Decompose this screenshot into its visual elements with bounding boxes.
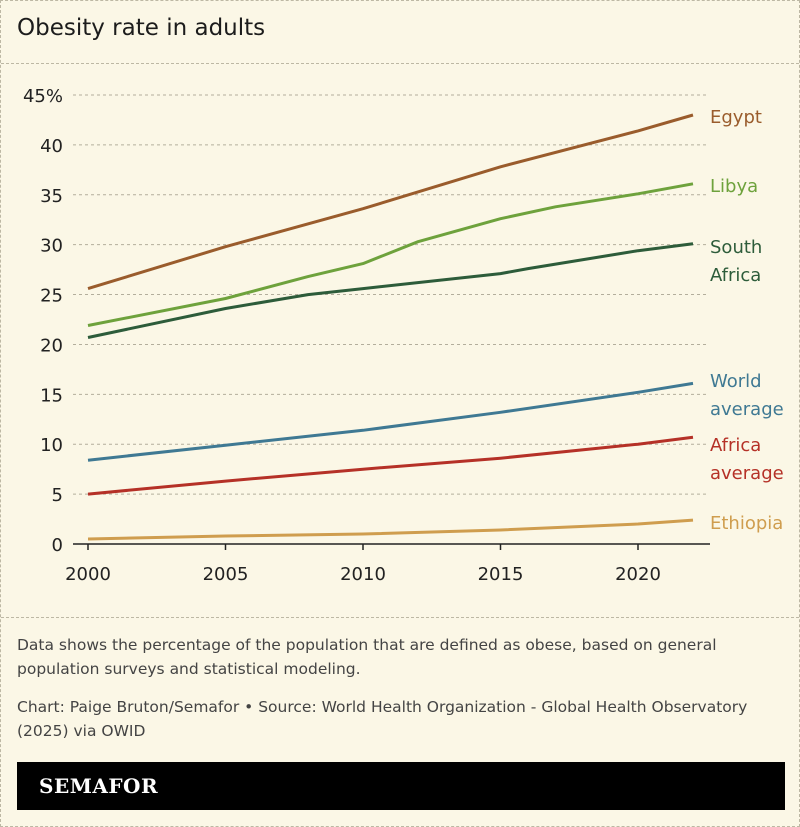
x-tick-label: 2000 <box>65 564 111 585</box>
chart-title: Obesity rate in adults <box>17 15 266 41</box>
x-tick-label: 2020 <box>615 564 661 585</box>
x-tick-label: 2010 <box>340 564 386 585</box>
series-line-south-africa <box>87 242 694 339</box>
y-tick-label: 5 <box>52 485 63 506</box>
series-label: average <box>710 399 784 420</box>
line-chart: 0 5 10 15 20 25 30 35 40 45% 2000 2005 2010 2015 2020 E… <box>23 86 784 585</box>
series-label: Egypt <box>710 107 762 128</box>
divider <box>1 617 799 618</box>
brand-bar: SEMAFOR <box>17 762 785 810</box>
x-tick-label: 2005 <box>203 564 249 585</box>
y-tick-label: 45% <box>23 86 63 107</box>
series-label: Africa <box>710 265 761 286</box>
y-tick-label: 20 <box>40 335 63 356</box>
series-label: average <box>710 463 784 484</box>
series-line-egypt <box>87 113 694 291</box>
series-line-ethiopia <box>87 518 694 541</box>
series-line-libya <box>87 182 694 327</box>
y-tick-label: 0 <box>52 535 63 556</box>
series-line-world-average <box>87 381 694 462</box>
x-tick-label: 2015 <box>478 564 524 585</box>
semafor-logo: SEMAFOR <box>39 774 159 798</box>
divider <box>1 63 799 64</box>
series-label: South <box>710 237 762 258</box>
y-tick-label: 25 <box>40 286 63 307</box>
series-label: Africa <box>710 435 761 456</box>
y-tick-label: 30 <box>40 236 63 257</box>
y-tick-label: 15 <box>40 385 63 406</box>
y-tick-label: 35 <box>40 186 63 207</box>
series-label: World <box>710 371 762 392</box>
chart-note: Data shows the percentage of the populat… <box>17 636 717 678</box>
series-line-africa-average <box>87 435 694 496</box>
y-tick-label: 40 <box>40 136 63 157</box>
y-tick-label: 10 <box>40 435 63 456</box>
series-label: Libya <box>710 176 758 197</box>
chart-credit: Chart: Paige Bruton/Semafor • Source: Wo… <box>17 698 748 740</box>
series-label: Ethiopia <box>710 513 783 534</box>
